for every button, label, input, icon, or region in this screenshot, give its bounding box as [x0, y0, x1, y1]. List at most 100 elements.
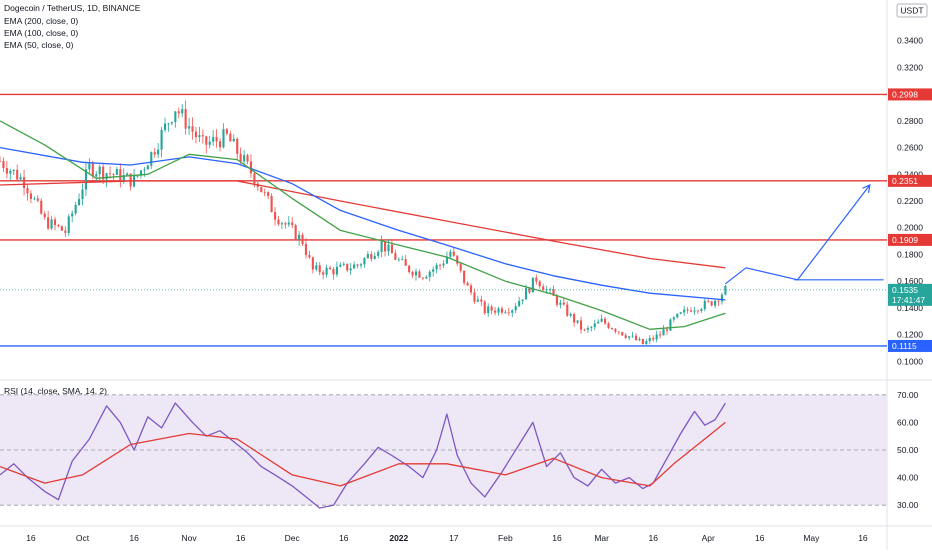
candle-body — [373, 255, 376, 259]
time-tick-label: Mar — [594, 533, 609, 543]
candle-body — [665, 329, 669, 331]
candle-body — [607, 323, 610, 329]
candle-body — [122, 175, 125, 183]
candle-body — [566, 304, 569, 316]
candle-body — [645, 341, 648, 345]
candle-body — [559, 302, 562, 305]
candle-body — [308, 255, 311, 258]
candle-body — [177, 111, 180, 114]
candle-body — [332, 269, 335, 275]
candle-body — [315, 265, 318, 270]
candle-body — [370, 254, 373, 259]
candle-body — [208, 141, 211, 145]
candle-body — [243, 155, 246, 162]
candle-body — [676, 313, 679, 318]
candle-body — [33, 198, 36, 200]
candle-body — [442, 263, 445, 266]
candle-body — [64, 230, 67, 233]
candle-body — [170, 122, 173, 124]
candle-body — [724, 286, 727, 295]
candle-body — [287, 222, 290, 225]
candle-body — [535, 277, 538, 282]
candle-body — [236, 138, 239, 154]
ema200-line — [0, 180, 726, 269]
candle-body — [232, 138, 235, 142]
candle-body — [153, 152, 156, 155]
candle-body — [418, 271, 421, 278]
candle-body — [260, 187, 263, 193]
candle-body — [291, 222, 294, 226]
candle-body — [74, 204, 77, 214]
time-tick-label: May — [803, 533, 820, 543]
time-tick-label: 16 — [26, 533, 36, 543]
rsi-tick-label: 60.00 — [897, 417, 919, 427]
candle-body — [342, 263, 345, 265]
candle-body — [212, 137, 215, 142]
candle-body — [555, 295, 559, 305]
candle-body — [504, 312, 507, 314]
candle-group — [0, 100, 727, 345]
projection-path — [725, 184, 871, 285]
price-tick-label: 0.3200 — [897, 62, 923, 72]
candle-body — [88, 163, 91, 170]
ema50-legend[interactable]: EMA (50, close, 0) — [4, 40, 74, 50]
candle-body — [528, 288, 531, 293]
rsi-legend[interactable]: RSI (14, close, SMA, 14, 2) — [4, 386, 107, 396]
candle-body — [301, 234, 304, 244]
candle-body — [521, 299, 524, 301]
candle-body — [703, 300, 706, 310]
candle-body — [700, 309, 703, 311]
candle-body — [150, 152, 153, 166]
candle-body — [686, 309, 689, 311]
level-price-tag — [888, 88, 932, 101]
price-tick-label: 0.2000 — [897, 223, 923, 233]
candle-body — [359, 264, 363, 266]
time-tick-label: 16 — [648, 533, 658, 543]
candle-body — [524, 288, 528, 300]
candle-body — [115, 169, 118, 175]
candle-body — [394, 253, 397, 260]
candle-body — [253, 173, 256, 184]
candle-body — [188, 126, 191, 129]
candle-body — [538, 281, 541, 287]
candle-body — [84, 169, 88, 190]
candle-body — [335, 266, 338, 275]
projection-arrowhead — [862, 183, 871, 193]
candle-body — [50, 219, 53, 229]
candle-body — [349, 268, 352, 271]
time-tick-label: Oct — [76, 533, 90, 543]
ema200-legend[interactable]: EMA (200, close, 0) — [4, 16, 79, 26]
candle-body — [483, 301, 486, 314]
candle-body — [469, 285, 473, 293]
candle-body — [631, 335, 634, 337]
candle-body — [449, 251, 452, 257]
time-tick-label: 17 — [449, 533, 459, 543]
candle-body — [40, 200, 43, 214]
rsi-tick-label: 40.00 — [897, 473, 919, 483]
candle-body — [78, 199, 81, 205]
candle-body — [67, 216, 70, 233]
candle-body — [222, 129, 225, 148]
candle-body — [270, 196, 273, 213]
price-tick-label: 0.2600 — [897, 143, 923, 153]
candle-body — [638, 338, 641, 341]
candle-body — [139, 170, 143, 176]
candle-body — [408, 265, 411, 273]
ema100-legend[interactable]: EMA (100, close, 0) — [4, 28, 79, 38]
candle-body — [201, 135, 204, 137]
candle-body — [322, 272, 325, 275]
symbol-title[interactable]: Dogecoin / TetherUS, 1D, BINANCE — [4, 3, 141, 13]
candle-body — [621, 332, 624, 336]
candle-body — [583, 329, 586, 331]
candle-body — [36, 198, 39, 201]
candle-body — [655, 334, 658, 340]
candle-body — [280, 223, 283, 225]
candle-body — [249, 161, 253, 174]
candle-body — [542, 286, 545, 291]
time-tick-label: 16 — [129, 533, 139, 543]
candle-body — [641, 338, 644, 345]
level-price-tag-label: 0.2998 — [892, 89, 918, 99]
candle-body — [246, 155, 249, 162]
candle-body — [590, 327, 593, 329]
candle-body — [91, 163, 94, 177]
